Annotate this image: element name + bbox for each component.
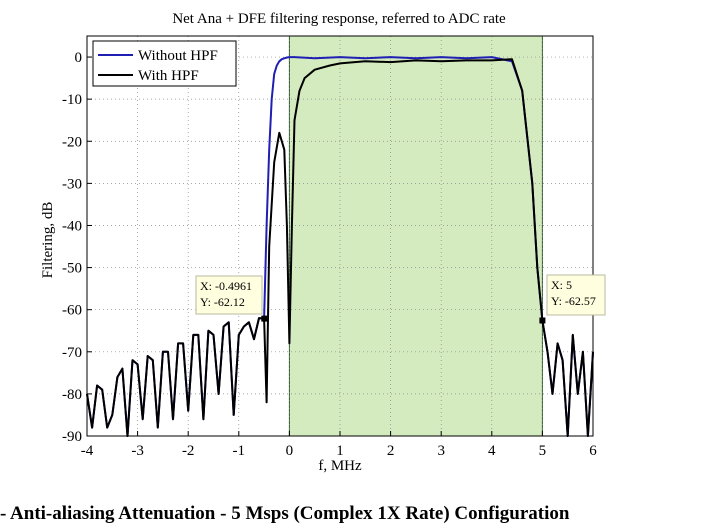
x-tick-label: -4: [81, 443, 94, 459]
x-tick-label: -1: [233, 443, 246, 459]
data-tip-text: X: -0.4961: [200, 279, 252, 293]
y-tick-label: -40: [62, 218, 82, 234]
x-tick-label: 6: [589, 443, 597, 459]
data-tip-text: X: 5: [551, 278, 572, 292]
x-tick-label: 3: [437, 443, 445, 459]
x-tick-label: 0: [286, 443, 294, 459]
chart-title: Net Ana + DFE filtering response, referr…: [172, 11, 506, 27]
x-tick-label: -2: [182, 443, 195, 459]
y-tick-label: -10: [62, 92, 82, 108]
y-tick-label: -30: [62, 176, 82, 192]
y-tick-label: 0: [75, 50, 83, 66]
legend-label: Without HPF: [138, 48, 218, 64]
data-tip: X: 5 Y: -62.57: [539, 274, 606, 324]
y-tick-label: -70: [62, 345, 82, 361]
legend-label: With HPF: [138, 68, 199, 84]
data-tip-text: Y: -62.12: [200, 295, 245, 309]
data-tip-text: Y: -62.57: [551, 294, 596, 308]
data-tip-box: [195, 275, 263, 315]
passband-region: [288, 35, 543, 437]
y-tick-label: -90: [62, 429, 82, 445]
x-tick-label: 2: [387, 443, 395, 459]
data-tip-box: [546, 274, 606, 316]
x-tick-label: 4: [488, 443, 496, 459]
x-tick-label: 1: [336, 443, 344, 459]
legend: Without HPF With HPF: [92, 40, 237, 87]
data-tip-marker: [539, 317, 546, 324]
y-axis-label: Filtering, dB: [40, 202, 56, 279]
figure-caption: - Anti-aliasing Attenuation - 5 Msps (Co…: [0, 503, 713, 531]
legend-box: [92, 40, 237, 87]
chart: Net Ana + DFE filtering response, referr…: [40, 11, 606, 474]
y-tick-label: -60: [62, 303, 82, 319]
x-axis-label: f, MHz: [318, 458, 362, 474]
data-tip: X: -0.4961 Y: -62.12: [195, 275, 268, 322]
y-tick-label: -80: [62, 387, 82, 403]
y-tick-label: -50: [62, 261, 82, 277]
x-tick-label: -3: [131, 443, 144, 459]
figure-caption-text: - Anti-aliasing Attenuation - 5 Msps (Co…: [0, 503, 570, 524]
y-tick-label: -20: [62, 134, 82, 150]
x-tick-label: 5: [539, 443, 547, 459]
data-tip-marker: [261, 315, 268, 322]
